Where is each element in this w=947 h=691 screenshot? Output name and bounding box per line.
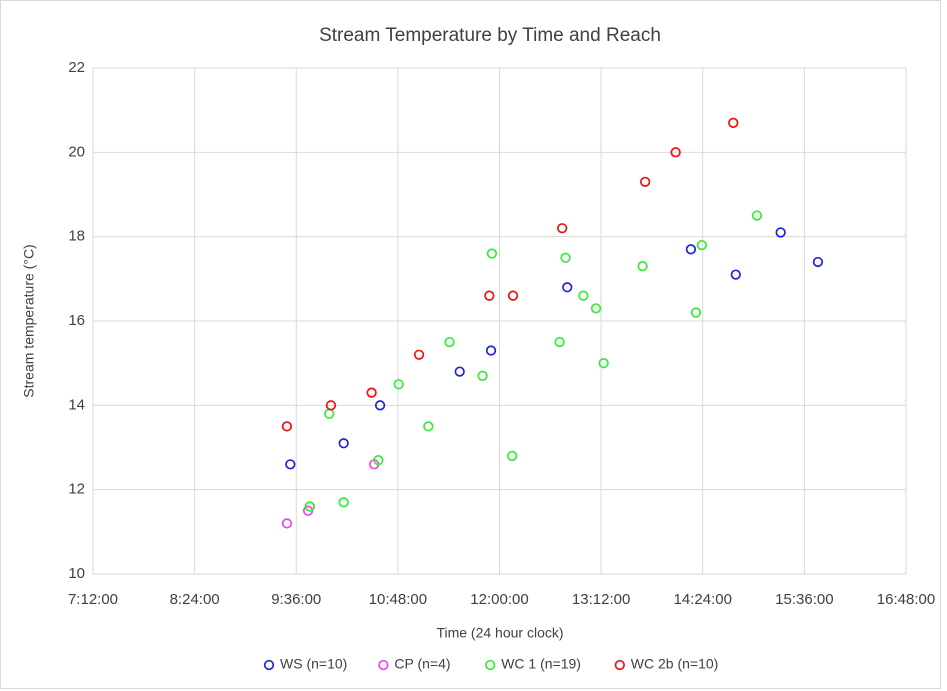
point bbox=[374, 400, 386, 411]
point bbox=[454, 366, 465, 377]
point bbox=[560, 252, 571, 263]
y-tick-label: 20 bbox=[68, 143, 85, 160]
x-tick-label: 12:00:00 bbox=[470, 591, 528, 608]
point bbox=[373, 455, 384, 466]
point bbox=[281, 518, 293, 529]
point bbox=[486, 248, 498, 259]
point bbox=[590, 303, 602, 314]
y-tick-label: 18 bbox=[68, 228, 85, 245]
x-tick-label: 9:36:00 bbox=[271, 591, 321, 608]
point bbox=[507, 450, 518, 462]
point bbox=[696, 239, 708, 251]
point bbox=[730, 269, 741, 280]
point bbox=[670, 147, 681, 158]
point bbox=[484, 290, 495, 301]
point bbox=[598, 358, 609, 369]
y-tick-label: 16 bbox=[68, 312, 85, 329]
point bbox=[578, 290, 589, 301]
y-tick-label: 22 bbox=[68, 59, 85, 76]
legend-label: CP (n=4) bbox=[394, 656, 450, 672]
x-tick-label: 13:12:00 bbox=[572, 591, 630, 608]
point bbox=[557, 223, 568, 234]
x-tick-label: 10:48:00 bbox=[369, 591, 427, 608]
legend-marker bbox=[263, 659, 275, 671]
point bbox=[477, 370, 488, 381]
legend-label: WC 1 (n=19) bbox=[501, 656, 581, 672]
y-tick-label: 14 bbox=[68, 396, 85, 413]
x-tick-label: 14:24:00 bbox=[674, 591, 732, 608]
x-tick-label: 7:12:00 bbox=[68, 591, 118, 608]
x-axis-label: Time (24 hour clock) bbox=[436, 625, 563, 641]
legend-label: WS (n=10) bbox=[280, 656, 347, 672]
point bbox=[637, 261, 648, 272]
point bbox=[775, 227, 786, 238]
point bbox=[338, 497, 349, 508]
point bbox=[685, 244, 697, 255]
chart-title: Stream Temperature by Time and Reach bbox=[319, 25, 661, 46]
point bbox=[285, 459, 296, 470]
y-tick-label: 10 bbox=[68, 565, 85, 582]
x-tick-label: 8:24:00 bbox=[170, 591, 220, 608]
x-tick-label: 16:48:00 bbox=[877, 591, 935, 608]
point bbox=[338, 438, 349, 449]
point bbox=[690, 307, 702, 318]
point bbox=[554, 336, 565, 348]
point bbox=[325, 400, 337, 411]
point bbox=[281, 421, 293, 432]
point bbox=[444, 336, 455, 348]
point bbox=[640, 176, 651, 188]
point bbox=[562, 282, 573, 293]
y-axis-label: Stream temperature (°C) bbox=[21, 244, 37, 397]
point bbox=[485, 345, 497, 356]
legend-marker bbox=[485, 659, 496, 671]
point bbox=[423, 421, 434, 432]
legend-marker bbox=[614, 659, 625, 671]
point bbox=[366, 387, 377, 398]
x-tick-label: 15:36:00 bbox=[775, 591, 833, 608]
point bbox=[507, 290, 519, 301]
legend-marker bbox=[378, 659, 389, 671]
point bbox=[413, 349, 425, 360]
point bbox=[728, 117, 739, 128]
point bbox=[751, 210, 763, 221]
point bbox=[393, 379, 404, 390]
point bbox=[304, 501, 315, 512]
legend-label: WC 2b (n=10) bbox=[631, 656, 719, 672]
point bbox=[812, 256, 824, 268]
y-tick-label: 12 bbox=[68, 481, 85, 498]
